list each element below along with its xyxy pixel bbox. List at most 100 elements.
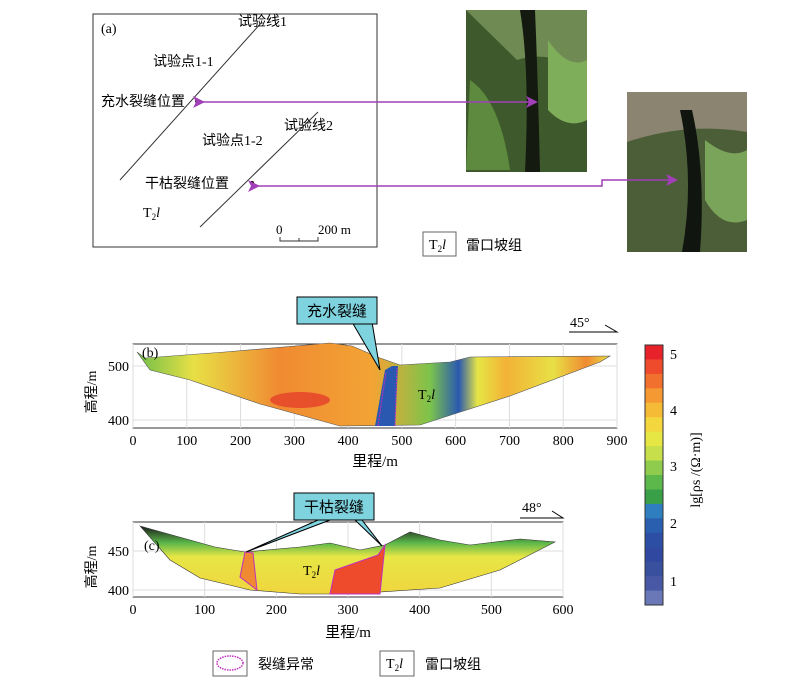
dip-symbol-b <box>569 324 619 333</box>
legend-bottom-symbol: T2l <box>386 657 403 673</box>
point1-label: 试验点1-1 <box>153 54 214 70</box>
y-tick-label: 400 <box>108 584 129 599</box>
colorbar-segment <box>645 460 663 476</box>
x-tick-label: 300 <box>338 603 359 618</box>
x-tick-label: 100 <box>194 603 215 618</box>
legend-bottom: 裂缝异常 T2l 雷口坡组 <box>212 650 481 677</box>
colorbar-segment <box>645 532 663 548</box>
test-line-1 <box>119 21 263 181</box>
colorbar-frame <box>644 344 664 606</box>
low-resistivity-zone <box>375 366 398 426</box>
colorbar-tick-label: 3 <box>670 460 677 475</box>
panel-c-label: (c) <box>144 539 160 554</box>
panel-c-section: (c) T2l 0 100 200 300 400 500 600 450 400 高程/m 里… <box>83 492 574 641</box>
point2-label: 试验点1-2 <box>202 133 263 149</box>
colorbar-segment <box>645 590 663 606</box>
line2-label: 试验线2 <box>284 118 333 134</box>
colorbar: 5 4 3 2 1 <box>644 344 677 606</box>
scale-zero: 0 <box>276 222 283 237</box>
x-tick-label: 100 <box>176 434 197 449</box>
x-tick-label: 200 <box>230 434 251 449</box>
point2-marker <box>250 181 254 185</box>
panel-a-label: (a) <box>101 22 117 37</box>
colorbar-segment <box>645 373 663 389</box>
fracture-anomaly-b <box>377 367 398 427</box>
colorbar-segment <box>645 561 663 577</box>
y-tick-label: 500 <box>108 360 129 375</box>
panel-c-xlabel: 里程/m <box>325 624 371 641</box>
colorbar-segment <box>645 359 663 375</box>
colorbar-tick-label: 1 <box>670 575 677 590</box>
y-tick-label: 400 <box>108 414 129 429</box>
colorbar-segment <box>645 576 663 592</box>
colorbar-segment <box>645 475 663 490</box>
panel-b-label: (b) <box>142 346 159 361</box>
line1-label: 试验线1 <box>238 14 287 30</box>
resistivity-section-b <box>136 342 612 427</box>
dip-b: 45° <box>570 316 590 331</box>
colorbar-label: lg[ρs /(Ω·m)] <box>689 432 704 507</box>
colorbar-segment <box>645 503 663 519</box>
point1-marker <box>195 99 199 103</box>
y-tick-label: 450 <box>108 545 129 560</box>
x-tick-label: 400 <box>409 603 430 618</box>
dip-c: 48° <box>522 501 542 516</box>
x-tick-label: 600 <box>553 603 574 618</box>
legend-fracture-text: 裂缝异常 <box>258 657 314 673</box>
x-tick-label: 500 <box>391 434 412 449</box>
callout-wet-text: 充水裂缝 <box>307 303 367 320</box>
x-tick-label: 400 <box>338 434 359 449</box>
panel-a-map: (a) 试验线1 试验线2 试验点1-1 试验点1-2 充水裂缝位置 干枯裂缝位… <box>92 13 378 248</box>
panel-c-ylabel: 高程/m <box>83 546 100 589</box>
legend-top-text: 雷口坡组 <box>466 238 522 254</box>
colorbar-tick-label: 5 <box>670 348 677 363</box>
x-tick-label: 800 <box>553 434 574 449</box>
x-tick-label: 600 <box>445 434 466 449</box>
colorbar-tick-label: 2 <box>670 517 677 532</box>
map-frame <box>92 13 378 248</box>
panel-b-ylabel: 高程/m <box>83 371 100 414</box>
scale-end: 200 m <box>318 222 351 237</box>
legend-top-symbol: T2l <box>429 238 446 254</box>
x-tick-label: 300 <box>284 434 305 449</box>
x-tick-label: 200 <box>266 603 287 618</box>
fracture-anomaly-c1 <box>239 551 258 592</box>
panel-c-strata: T2l <box>303 564 320 580</box>
colorbar-segment <box>645 489 663 505</box>
colorbar-segment <box>645 345 663 360</box>
photo-dry-fracture <box>627 92 747 252</box>
x-tick-label: 900 <box>607 434 628 449</box>
callout-wet-fracture <box>296 296 378 325</box>
fracture-anomaly-symbol <box>216 655 244 671</box>
arrow-dry <box>248 174 678 192</box>
colorbar-segment <box>645 547 663 563</box>
panel-b-section: (b) T2l 0 100 200 300 400 500 600 700 800 900 500 4… <box>83 296 628 470</box>
colorbar-segment <box>645 402 663 418</box>
strata-label: T2l <box>143 206 160 222</box>
x-tick-label: 0 <box>130 603 137 618</box>
colorbar-segment <box>645 446 663 462</box>
colorbar-segment <box>645 518 663 534</box>
test-line-2 <box>199 111 319 228</box>
dry-fracture-label: 干枯裂缝位置 <box>145 176 229 192</box>
callout-dry-fracture <box>293 492 375 521</box>
callout-dry-text: 干枯裂缝 <box>304 499 364 516</box>
legend-strata-text: 雷口坡组 <box>425 657 481 673</box>
x-tick-label: 0 <box>130 434 137 449</box>
photo-wet-fracture <box>466 10 587 172</box>
scale-bar <box>279 237 319 242</box>
panel-b-strata: T2l <box>418 388 435 404</box>
colorbar-segment <box>645 431 663 447</box>
fracture-anomaly-c2 <box>329 543 386 595</box>
legend-top: T2l 雷口坡组 <box>422 231 522 257</box>
high-resistivity-zone <box>270 392 330 408</box>
panel-b-xlabel: 里程/m <box>352 453 398 470</box>
colorbar-tick-label: 4 <box>670 404 677 419</box>
colorbar-segment <box>645 417 663 433</box>
x-tick-label: 700 <box>499 434 520 449</box>
colorbar-segment <box>645 388 663 404</box>
dip-symbol-c <box>520 510 565 519</box>
wet-fracture-label: 充水裂缝位置 <box>101 94 185 110</box>
